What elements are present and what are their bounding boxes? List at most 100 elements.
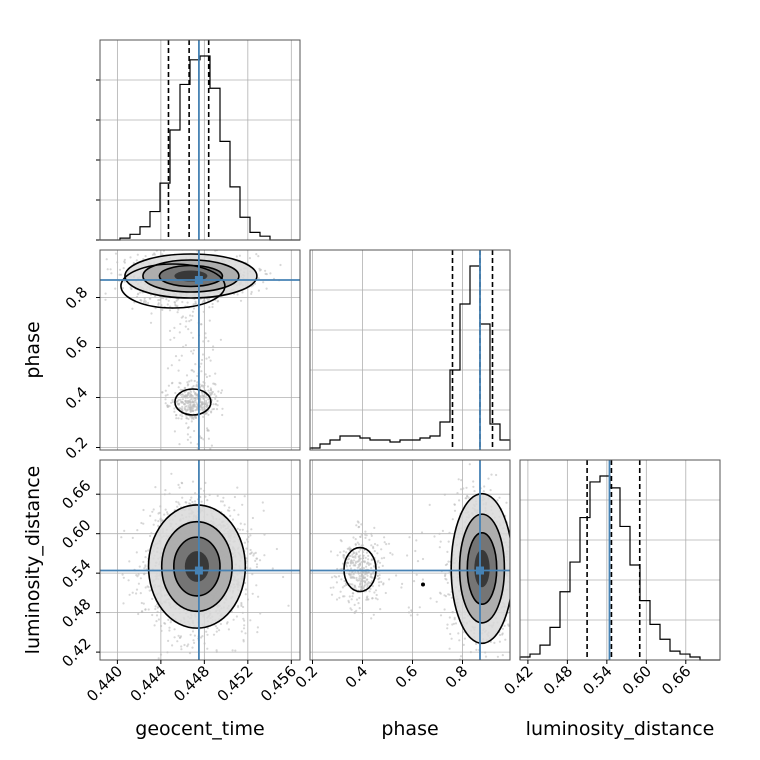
sample-point [200, 370, 203, 373]
sample-point [472, 480, 475, 483]
sample-point [186, 438, 189, 441]
sample-point [192, 639, 195, 642]
sample-point [450, 637, 453, 640]
sample-point [154, 519, 157, 522]
sample-point [136, 529, 139, 532]
sample-point [144, 608, 147, 611]
sample-point [199, 487, 202, 490]
sample-point [358, 579, 361, 582]
sample-point [375, 593, 378, 597]
sample-point [173, 636, 176, 639]
sample-point [354, 556, 357, 559]
sample-point [177, 398, 180, 401]
sample-point [250, 552, 253, 555]
sample-point [144, 556, 147, 559]
sample-point [505, 501, 508, 504]
sample-point [173, 628, 176, 631]
sample-point [351, 583, 354, 586]
sample-point [184, 395, 187, 398]
sample-point [157, 657, 160, 660]
sample-point [217, 390, 220, 393]
sample-point [255, 557, 259, 560]
sample-point [154, 295, 157, 298]
sample-point [456, 492, 459, 495]
sample-point [186, 667, 188, 669]
sample-point [146, 585, 149, 588]
sample-point [189, 314, 192, 317]
sample-point [211, 408, 214, 411]
sample-point [177, 298, 180, 301]
sample-point [169, 621, 172, 624]
sample-point [205, 375, 208, 379]
sample-point [511, 570, 513, 572]
sample-point [242, 617, 245, 620]
sample-point [157, 299, 160, 302]
sample-point [190, 409, 193, 412]
sample-point [261, 501, 264, 504]
sample-point [514, 577, 516, 579]
sample-point [446, 550, 449, 554]
sample-point [359, 557, 362, 560]
sample-point [358, 577, 361, 580]
sample-point [512, 545, 514, 547]
sample-point [206, 385, 210, 388]
sample-point [211, 302, 214, 306]
sample-point [357, 563, 360, 566]
sample-point [212, 345, 215, 348]
sample-point [512, 570, 514, 572]
panel-content [104, 250, 282, 450]
sample-point [351, 592, 354, 595]
sample-point [335, 576, 338, 579]
sample-point [356, 560, 359, 563]
sample-point [352, 559, 356, 562]
sample-point [501, 633, 504, 636]
sample-point [236, 486, 239, 489]
sample-point [187, 643, 190, 646]
sample-point [343, 554, 346, 557]
sample-point [208, 391, 211, 394]
sample-point [513, 540, 515, 542]
sample-point [349, 548, 352, 551]
sample-point [131, 536, 134, 540]
sample-point [490, 473, 493, 476]
sample-point [246, 530, 249, 533]
sample-point [468, 463, 471, 466]
sample-point [359, 580, 362, 584]
sample-point [353, 585, 356, 588]
sample-point [164, 394, 167, 397]
sample-point [349, 562, 353, 565]
sample-point [135, 574, 138, 577]
sample-point [175, 299, 178, 302]
sample-point [377, 566, 381, 569]
sample-point [465, 486, 468, 489]
sample-point [360, 533, 363, 536]
sample-point [149, 297, 152, 300]
sample-point [191, 646, 194, 649]
sample-point [191, 386, 194, 389]
sample-point [142, 258, 145, 261]
sample-point [420, 531, 424, 534]
sample-point [381, 564, 384, 568]
sample-point [190, 369, 193, 372]
sample-point [168, 629, 171, 632]
sample-point [177, 501, 180, 504]
sample-point [201, 353, 205, 356]
y-tick-label-luminosity-distance-2: 0.54 [58, 555, 94, 591]
sample-point [180, 395, 184, 399]
y-tick-label-phase-3: 0.8 [62, 283, 92, 313]
sample-point [192, 370, 195, 373]
sample-point [387, 542, 391, 545]
sample-point [348, 595, 351, 598]
sample-point [221, 407, 224, 410]
sample-point [174, 303, 177, 306]
sample-point [212, 633, 216, 636]
sample-point [137, 292, 140, 295]
sample-point [136, 253, 139, 256]
sample-point [208, 493, 211, 496]
sample-point [465, 497, 468, 500]
sample-point [159, 505, 162, 508]
sample-point [191, 500, 194, 504]
y-tick-label-luminosity-distance-4: 0.66 [58, 477, 94, 513]
sample-point [202, 340, 205, 343]
sample-point [143, 297, 146, 300]
